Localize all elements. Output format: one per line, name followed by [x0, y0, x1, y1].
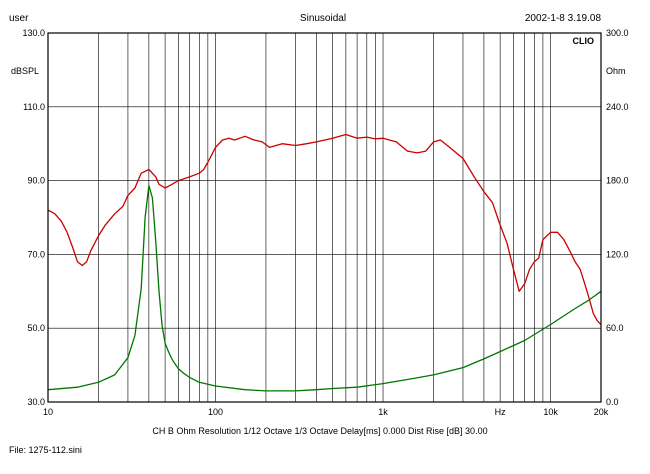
left-y-tick-label: 30.0	[27, 397, 45, 407]
file-name: File: 1275-112.sini	[9, 445, 82, 455]
spl-curve	[47, 133, 602, 325]
impedance-curve	[47, 184, 602, 392]
series-layer	[47, 133, 602, 392]
plot-frame	[47, 32, 602, 403]
grid-layer	[48, 33, 601, 402]
left-y-tick-label: 110.0	[23, 102, 45, 112]
tick-labels: 30.0 50.0 70.0 90.0 110.0 130.0 0.0 60.0 120.0 18…	[22, 28, 628, 417]
right-y-tick-label: 240.0	[606, 102, 629, 112]
left-y-tick-label: 90.0	[27, 176, 45, 186]
left-y-tick-label: 50.0	[27, 323, 45, 333]
right-y-tick-label: 0.0	[606, 397, 619, 407]
x-tick-label: 100	[208, 407, 223, 417]
x-tick-label: 20k	[594, 407, 609, 417]
x-tick-label: 1k	[378, 407, 388, 417]
measurement-settings: CH B Ohm Resolution 1/12 Octave 1/3 Octa…	[152, 426, 487, 436]
right-y-tick-label: 120.0	[606, 249, 629, 259]
x-tick-label: 10k	[543, 407, 558, 417]
left-y-tick-label: 70.0	[27, 249, 45, 259]
right-y-tick-label: 180.0	[606, 176, 629, 186]
left-axis-unit-label: dBSPL	[11, 66, 39, 76]
right-y-tick-label: 60.0	[606, 323, 624, 333]
x-tick-label: Hz	[495, 407, 506, 417]
header-timestamp: 2002-1-8 3.19.08	[525, 13, 602, 24]
left-y-tick-label: 130.0	[22, 28, 45, 38]
x-tick-label: 10	[43, 407, 53, 417]
clio-logo: CLIO	[573, 36, 595, 46]
header-measurement-type: Sinusoidal	[300, 13, 346, 24]
right-y-tick-label: 300.0	[606, 28, 629, 38]
header-user: user	[9, 13, 29, 24]
right-axis-unit-label: Ohm	[606, 66, 626, 76]
